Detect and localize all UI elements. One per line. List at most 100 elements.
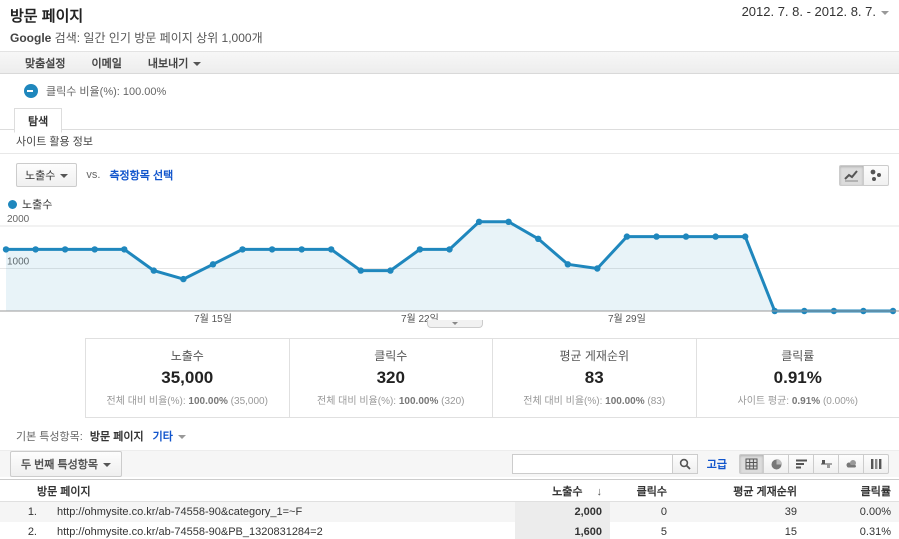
column-header-page[interactable]: 방문 페이지 (37, 485, 91, 498)
pie-chart-icon (771, 458, 782, 469)
brand-label: Google (10, 31, 52, 45)
svg-text:7월 29일: 7월 29일 (608, 313, 646, 325)
scorecard-note: 전체 대비 비율(%): 100.00% (320) (317, 396, 465, 407)
column-header-ctr[interactable]: 클릭률 (860, 485, 891, 498)
segment-chip[interactable]: 클릭수 비율(%): 100.00% (0, 74, 899, 107)
column-header-impressions[interactable]: 노출수 ↓ (552, 485, 602, 498)
svg-text:7월 15일: 7월 15일 (194, 313, 232, 325)
chevron-down-icon (881, 10, 889, 15)
series-dot-icon (8, 199, 17, 209)
secondary-dimension-button[interactable]: 두 번째 특성항목 (10, 451, 122, 477)
report-header: 방문 페이지 Google 검색: 일간 인기 방문 페이지 상위 1,000개… (0, 0, 899, 46)
motion-chart-icon (870, 169, 881, 181)
term-cloud-view-button[interactable] (839, 454, 864, 474)
chevron-down-icon (177, 435, 186, 440)
pivot-view-icon (870, 459, 881, 469)
column-header-avg-position[interactable]: 평균 게재순위 (733, 485, 797, 498)
scorecard-label: 클릭률 (781, 349, 815, 363)
advanced-search-link[interactable]: 고급 (706, 459, 727, 471)
primary-dimension-label: 기본 특성항목: (16, 431, 83, 443)
date-range-text: 2012. 7. 8. - 2012. 8. 7. (741, 4, 876, 19)
table-view-icon (745, 458, 758, 470)
tab-explorer[interactable]: 탐색 (14, 108, 63, 133)
row-rank: 1. (27, 506, 37, 518)
metric-dropdown-label: 노출수 (25, 170, 56, 182)
chevron-down-icon (102, 463, 111, 468)
row-ctr: 0.31% (859, 526, 891, 538)
export-button[interactable]: 내보내기 (135, 55, 214, 71)
row-ctr: 0.00% (859, 506, 891, 518)
select-metric-link[interactable]: 측정항목 선택 (109, 170, 174, 182)
scorecard-avg-position[interactable]: 평균 게재순위 83 전체 대비 비율(%): 100.00% (83) (492, 339, 696, 417)
date-range-selector[interactable]: 2012. 7. 8. - 2012. 8. 7. (742, 4, 889, 19)
line-chart-button[interactable] (839, 164, 864, 186)
scorecard-note: 전체 대비 비율(%): 100.00% (35,000) (106, 396, 268, 407)
comparison-view-icon (820, 460, 832, 468)
page-title: 방문 페이지 (10, 8, 84, 25)
row-impressions: 1,600 (515, 522, 610, 539)
scorecard-value: 0.91% (773, 368, 822, 387)
row-avg-position: 15 (784, 526, 797, 538)
metric-dropdown[interactable]: 노출수 (16, 163, 78, 187)
scorecard-impressions[interactable]: 노출수 35,000 전체 대비 비율(%): 100.00% (35,000) (85, 339, 289, 417)
table-row: 1. http://ohmysite.co.kr/ab-74558-90&cat… (0, 502, 899, 522)
scorecard-note: 전체 대비 비율(%): 100.00% (83) (523, 396, 666, 407)
comparison-view-button[interactable] (814, 454, 839, 474)
scorecard-clicks[interactable]: 클릭수 320 전체 대비 비율(%): 100.00% (320) (288, 339, 493, 417)
svg-text:1000: 1000 (7, 257, 30, 268)
search-input[interactable] (511, 454, 672, 474)
row-clicks: 0 (660, 506, 667, 518)
chart-type-switcher (839, 164, 889, 186)
scorecard-row: 노출수 35,000 전체 대비 비율(%): 100.00% (35,000)… (85, 338, 899, 418)
row-clicks: 5 (660, 526, 667, 538)
row-url[interactable]: http://ohmysite.co.kr/ab-74558-90&PB_132… (57, 526, 323, 538)
email-button[interactable]: 이메일 (91, 57, 122, 70)
scorecard-note: 사이트 평균: 0.91% (0.00%) (737, 396, 859, 407)
row-avg-position: 39 (784, 506, 797, 518)
export-label: 내보내기 (147, 57, 189, 70)
segment-label: 클릭수 비율(%): 100.00% (46, 86, 167, 98)
chart-legend: 노출수 (0, 187, 899, 212)
chart-collapse-handle[interactable] (427, 320, 483, 328)
subtab-site-usage[interactable]: 사이트 활용 정보 (0, 130, 899, 154)
svg-text:2000: 2000 (7, 214, 30, 225)
term-cloud-icon (846, 460, 856, 468)
table-view-button[interactable] (739, 454, 764, 474)
action-toolbar: 맞춤설정 이메일 내보내기 (0, 51, 899, 74)
chevron-down-icon (60, 174, 69, 179)
scorecard-label: 노출수 (170, 349, 204, 363)
scorecard-value: 35,000 (161, 368, 214, 387)
chevron-down-icon (193, 61, 202, 66)
row-rank: 2. (27, 526, 37, 538)
table-header-row: 방문 페이지 노출수 ↓ 클릭수 평균 게재순위 클릭률 (0, 480, 899, 502)
percentage-view-button[interactable] (764, 454, 789, 474)
table-row: 2. http://ohmysite.co.kr/ab-74558-90&PB_… (0, 522, 899, 539)
primary-dimension-bar: 기본 특성항목: 방문 페이지 기타 (0, 418, 899, 450)
other-label: 기타 (152, 431, 173, 443)
pivot-view-button[interactable] (864, 454, 889, 474)
scorecard-label: 평균 게재순위 (559, 349, 630, 363)
report-subtitle: Google 검색: 일간 인기 방문 페이지 상위 1,000개 (10, 29, 889, 46)
scorecard-value: 320 (376, 368, 405, 387)
search-button[interactable] (671, 454, 698, 474)
row-impressions: 2,000 (515, 502, 610, 522)
search-icon (679, 458, 691, 470)
bars-view-icon (795, 459, 807, 469)
view-switcher (739, 454, 889, 474)
table-controls-bar: 두 번째 특성항목 고급 (0, 450, 899, 477)
motion-chart-button[interactable] (864, 164, 889, 186)
primary-dimension-value[interactable]: 방문 페이지 (89, 431, 144, 443)
chevron-down-icon (452, 322, 458, 325)
row-url[interactable]: http://ohmysite.co.kr/ab-74558-90&catego… (57, 506, 303, 518)
scorecard-value: 83 (584, 368, 604, 387)
customize-button[interactable]: 맞춤설정 (25, 57, 66, 70)
other-dimension-link[interactable]: 기타 (153, 431, 186, 443)
subtitle-text: 검색: 일간 인기 방문 페이지 상위 1,000개 (51, 31, 263, 45)
column-header-clicks[interactable]: 클릭수 (636, 485, 667, 498)
performance-view-button[interactable] (789, 454, 814, 474)
secondary-dimension-label: 두 번째 특성항목 (21, 459, 98, 471)
scorecard-ctr[interactable]: 클릭률 0.91% 사이트 평균: 0.91% (0.00%) (695, 339, 899, 417)
